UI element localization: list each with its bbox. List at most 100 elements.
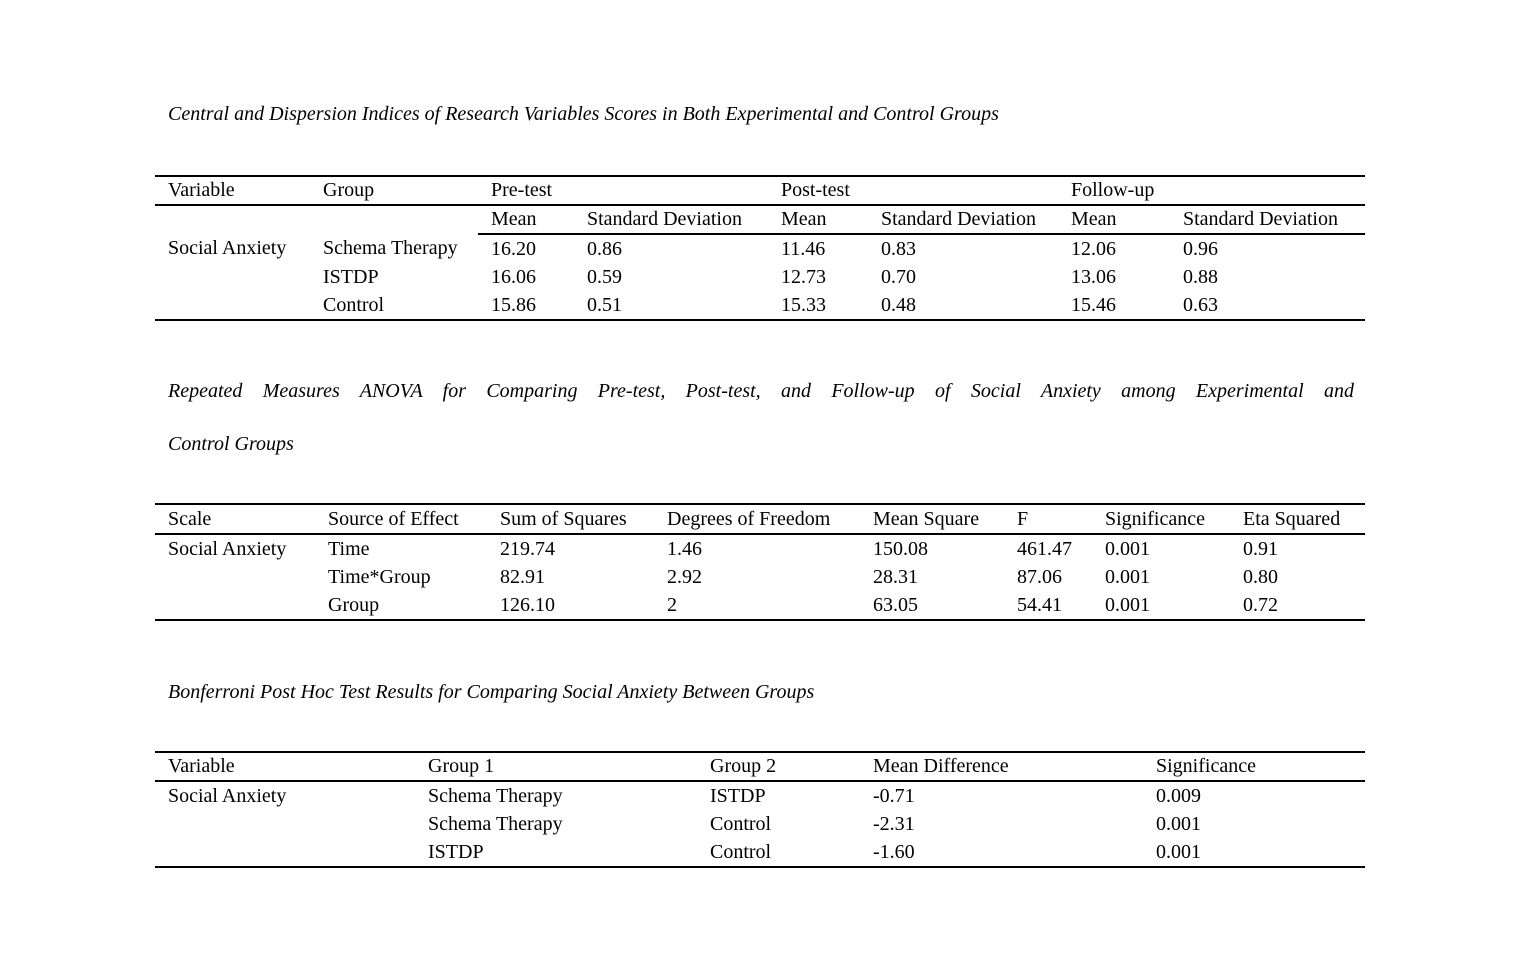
table3-row-schema-istdp: Social Anxiety Schema Therapy ISTDP -0.7… bbox=[155, 781, 1365, 810]
table1-header-posttest: Post-test bbox=[768, 176, 1058, 206]
t1-variable bbox=[155, 263, 310, 291]
t1-fu-sd: 0.96 bbox=[1183, 237, 1218, 260]
table1-descriptives: Variable Group Pre-test Post-test Follow… bbox=[155, 175, 1365, 321]
t1-fu-sd: 0.88 bbox=[1183, 265, 1218, 288]
t2-df: 1.46 bbox=[667, 537, 702, 560]
t3-mean-difference: -2.31 bbox=[873, 812, 915, 835]
t2-scale bbox=[155, 591, 315, 620]
table1-header-pre-sd: Standard Deviation bbox=[574, 205, 768, 235]
t3-variable: Social Anxiety bbox=[168, 784, 287, 807]
t1-variable: Social Anxiety bbox=[168, 237, 287, 259]
table1-header-row-2: Mean Standard Deviation Mean Standard De… bbox=[155, 205, 1365, 235]
t3-group1: ISTDP bbox=[428, 840, 484, 863]
t2-f: 54.41 bbox=[1017, 593, 1062, 616]
t1-pre-sd: 0.86 bbox=[587, 237, 622, 260]
table3-header-group2: Group 2 bbox=[697, 752, 860, 782]
t2-scale: Social Anxiety bbox=[168, 537, 287, 560]
t3-significance: 0.001 bbox=[1156, 812, 1201, 835]
t1-variable bbox=[155, 291, 310, 320]
table2-header-source: Source of Effect bbox=[315, 504, 487, 535]
table3-title: Bonferroni Post Hoc Test Results for Com… bbox=[168, 681, 815, 703]
table1-header-post-mean: Mean bbox=[768, 205, 868, 235]
t1-group: Schema Therapy bbox=[323, 237, 458, 259]
t1-post-sd: 0.48 bbox=[881, 293, 916, 316]
table1-header-fu-mean: Mean bbox=[1058, 205, 1170, 235]
table1-header-followup: Follow-up bbox=[1058, 176, 1365, 206]
table1-header-variable: Variable bbox=[155, 176, 310, 206]
t2-significance: 0.001 bbox=[1105, 537, 1150, 560]
table1-row-istdp: ISTDP 16.06 0.59 12.73 0.70 13.06 0.88 bbox=[155, 263, 1365, 291]
t2-source: Time bbox=[328, 537, 370, 560]
t3-group1: Schema Therapy bbox=[428, 812, 563, 835]
table1-row-control: Control 15.86 0.51 15.33 0.48 15.46 0.63 bbox=[155, 291, 1365, 320]
table2-header-eta-squared: Eta Squared bbox=[1230, 504, 1365, 535]
t3-group2: Control bbox=[710, 812, 772, 835]
t1-post-sd: 0.83 bbox=[881, 237, 916, 260]
table3-row-schema-control: Schema Therapy Control -2.31 0.001 bbox=[155, 810, 1365, 838]
t2-significance: 0.001 bbox=[1105, 593, 1150, 616]
t3-group2: ISTDP bbox=[710, 784, 766, 807]
t3-mean-difference: -1.60 bbox=[873, 840, 915, 863]
t2-sum-squares: 82.91 bbox=[500, 565, 545, 588]
t2-mean-square: 63.05 bbox=[873, 593, 918, 616]
t2-sum-squares: 219.74 bbox=[500, 537, 555, 560]
table1-header-pretest: Pre-test bbox=[478, 176, 768, 206]
table1-header-empty-cell bbox=[310, 205, 478, 234]
t3-group1: Schema Therapy bbox=[428, 784, 563, 807]
t1-fu-mean: 13.06 bbox=[1071, 265, 1116, 288]
table1-row-schema-therapy: Social Anxiety Schema Therapy 16.20 0.86… bbox=[155, 234, 1365, 263]
t3-significance: 0.001 bbox=[1156, 840, 1201, 863]
t1-group: Control bbox=[323, 293, 385, 316]
t1-post-mean: 12.73 bbox=[781, 265, 826, 288]
table3-header-variable: Variable bbox=[155, 752, 415, 782]
table1-header-row-1: Variable Group Pre-test Post-test Follow… bbox=[155, 176, 1365, 206]
t1-fu-mean: 12.06 bbox=[1071, 237, 1116, 260]
t1-pre-mean: 16.20 bbox=[491, 237, 536, 260]
t1-pre-sd: 0.59 bbox=[587, 265, 622, 288]
t1-post-mean: 15.33 bbox=[781, 293, 826, 316]
t2-df: 2.92 bbox=[667, 565, 702, 588]
t2-eta-squared: 0.91 bbox=[1243, 537, 1278, 560]
table2-header-sum-squares: Sum of Squares bbox=[487, 504, 654, 535]
t3-significance: 0.009 bbox=[1156, 784, 1201, 807]
t3-variable bbox=[155, 810, 415, 838]
t1-group: ISTDP bbox=[323, 265, 379, 288]
t1-pre-mean: 15.86 bbox=[491, 293, 536, 316]
t1-fu-mean: 15.46 bbox=[1071, 293, 1116, 316]
t1-post-mean: 11.46 bbox=[781, 237, 826, 260]
table1-title: Central and Dispersion Indices of Resear… bbox=[168, 103, 999, 125]
table1-header-group: Group bbox=[310, 176, 478, 206]
t2-eta-squared: 0.72 bbox=[1243, 593, 1278, 616]
table1-header-fu-sd: Standard Deviation bbox=[1170, 205, 1365, 235]
t2-df: 2 bbox=[667, 593, 677, 616]
t2-source: Group bbox=[328, 593, 380, 616]
table1-header-post-sd: Standard Deviation bbox=[868, 205, 1058, 235]
t2-f: 87.06 bbox=[1017, 565, 1062, 588]
t2-sum-squares: 126.10 bbox=[500, 593, 555, 616]
table2-anova: Scale Source of Effect Sum of Squares De… bbox=[155, 503, 1365, 621]
t2-eta-squared: 0.80 bbox=[1243, 565, 1278, 588]
table3-header-group1: Group 1 bbox=[415, 752, 697, 782]
t3-group2: Control bbox=[710, 840, 772, 863]
table2-header-mean-square: Mean Square bbox=[860, 504, 1004, 535]
t2-scale bbox=[155, 563, 315, 591]
table2-header-f: F bbox=[1004, 504, 1092, 535]
table3-bonferroni: Variable Group 1 Group 2 Mean Difference… bbox=[155, 751, 1365, 868]
t2-mean-square: 150.08 bbox=[873, 537, 928, 560]
t3-mean-difference: -0.71 bbox=[873, 784, 915, 807]
table1-header-empty-cell bbox=[155, 205, 310, 234]
table2-header-significance: Significance bbox=[1092, 504, 1230, 535]
table3-row-istdp-control: ISTDP Control -1.60 0.001 bbox=[155, 838, 1365, 867]
t2-significance: 0.001 bbox=[1105, 565, 1150, 588]
t2-mean-square: 28.31 bbox=[873, 565, 918, 588]
t3-variable bbox=[155, 838, 415, 867]
table3-header-mean-difference: Mean Difference bbox=[860, 752, 1143, 782]
t1-post-sd: 0.70 bbox=[881, 265, 916, 288]
t1-pre-sd: 0.51 bbox=[587, 293, 622, 316]
table2-row-time-group: Time*Group 82.91 2.92 28.31 87.06 0.001 … bbox=[155, 563, 1365, 591]
table2-header-row: Scale Source of Effect Sum of Squares De… bbox=[155, 504, 1365, 535]
table2-header-df: Degrees of Freedom bbox=[654, 504, 860, 535]
table3-header-significance: Significance bbox=[1143, 752, 1365, 782]
t2-source: Time*Group bbox=[328, 565, 431, 588]
